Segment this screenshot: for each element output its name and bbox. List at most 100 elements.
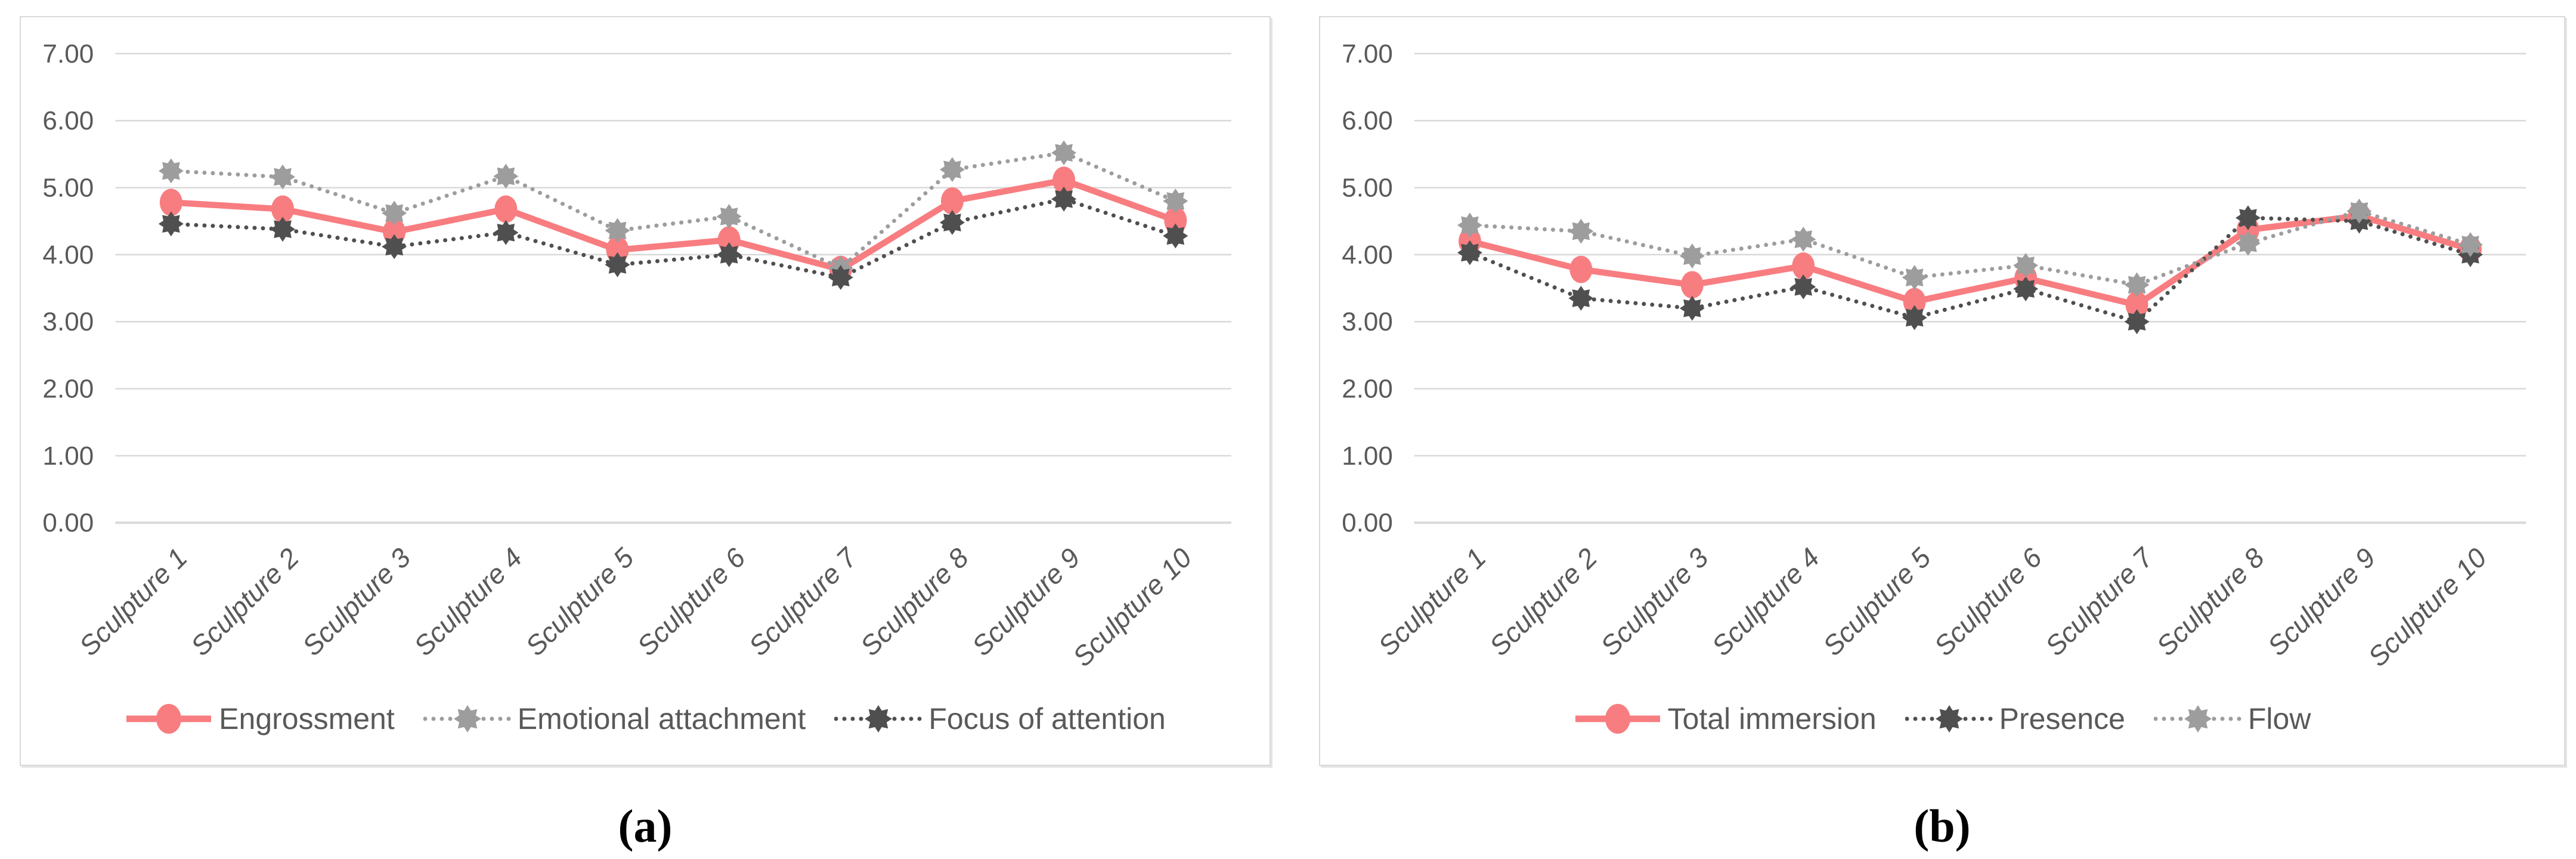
series-line-flow [1467, 209, 2473, 288]
data-point-emotional-attachment [270, 164, 296, 190]
caption-b: (b) [1914, 800, 1971, 852]
x-tick-label: Sculpture 5 [1817, 542, 1937, 662]
data-point-flow [2013, 252, 2039, 278]
data-point-flow [1679, 243, 1705, 269]
data-point-flow [2457, 232, 2483, 258]
y-tick-label: 7.00 [42, 39, 94, 69]
chart-panel-b: 7.00 6.00 5.00 4.00 3.00 2.00 1.00 0.00 Sculptur… [1319, 16, 2565, 766]
data-point-emotional-attachment [382, 200, 407, 226]
data-point-flow [2236, 230, 2261, 256]
chart-panel-a: 7.00 6.00 5.00 4.00 3.00 2.00 1.00 0.00 Sculptur… [20, 16, 1271, 766]
data-point-flow [2124, 272, 2150, 298]
legend-item-engrossment: Engrossment [125, 700, 395, 737]
data-point-focus-of-attention [158, 211, 184, 237]
data-point-emotional-attachment [158, 158, 184, 184]
y-tick-label: 4.00 [42, 240, 94, 270]
legend-item-flow: Flow [2153, 700, 2311, 737]
x-tick-label: Sculpture 1 [1372, 542, 1492, 662]
x-tick-label: Sculpture 1 [73, 542, 193, 662]
x-tick-label: Sculpture 9 [966, 542, 1086, 662]
series-line-emotional-attachment [169, 150, 1178, 271]
data-point-total-immersion [1903, 288, 1926, 316]
y-tick-label: 6.00 [1342, 106, 1392, 135]
legend-label-presence: Presence [1999, 702, 2125, 736]
x-tick-label: Sculpture 2 [184, 542, 305, 662]
line-chart-a: 7.00 6.00 5.00 4.00 3.00 2.00 1.00 0.00 Sculptur… [42, 39, 1231, 672]
x-tick-label: Sculpture 6 [1928, 542, 2048, 662]
data-point-emotional-attachment [493, 163, 519, 189]
data-point-presence [2236, 205, 2261, 231]
x-tick-label: Sculpture 7 [742, 541, 863, 662]
y-tick-label: 3.00 [42, 307, 94, 336]
data-point-flow [1791, 227, 1816, 252]
y-tick-label: 6.00 [42, 106, 94, 135]
data-point-total-immersion [2125, 291, 2148, 319]
data-point-flow [1568, 218, 1594, 244]
series-line-presence [1467, 215, 2473, 325]
data-point-total-immersion [1792, 252, 1815, 280]
data-point-emotional-attachment [716, 204, 742, 229]
legend-item-total-immersion: Total immersion [1574, 700, 1877, 737]
data-point-flow [1457, 212, 1482, 238]
x-tick-label: Sculpture 8 [854, 542, 974, 662]
y-tick-label: 0.00 [42, 508, 94, 537]
y-tick-label: 1.00 [42, 441, 94, 471]
data-point-focus-of-attention [605, 252, 630, 277]
data-point-emotional-attachment [939, 157, 965, 183]
data-point-emotional-attachment [1051, 140, 1077, 166]
data-point-focus-of-attention [493, 220, 519, 245]
x-tick-label: Sculpture 4 [408, 542, 528, 662]
y-tick-label: 0.00 [1342, 508, 1392, 537]
x-tick-label: Sculpture 9 [2261, 542, 2381, 662]
data-point-presence [1568, 286, 1594, 311]
data-point-engrossment [159, 189, 182, 217]
x-tick-label: Sculpture 5 [519, 542, 640, 662]
caption-a: (a) [618, 800, 673, 852]
y-tick-label: 2.00 [42, 375, 94, 404]
y-tick-label: 3.00 [1342, 307, 1392, 336]
data-point-flow [2346, 198, 2372, 224]
legend-item-emotional-attachment: Emotional attachment [423, 700, 806, 737]
y-tick-label: 5.00 [1342, 174, 1392, 203]
data-point-presence [2013, 276, 2039, 302]
data-point-emotional-attachment [1163, 189, 1188, 214]
legend-item-presence: Presence [1905, 700, 2125, 737]
series-line-total-immersion [1469, 212, 2472, 308]
y-tick-label: 1.00 [1342, 441, 1392, 471]
legend-label-total-immersion: Total immersion [1667, 702, 1877, 736]
line-chart-b: 7.00 6.00 5.00 4.00 3.00 2.00 1.00 0.00 Sculptur… [1342, 39, 2527, 672]
x-tick-label: Sculpture 8 [2150, 542, 2270, 662]
x-tick-label: Sculpture 10 [1067, 542, 1198, 672]
data-point-total-immersion [1680, 271, 1704, 299]
legend-b: Total immersion Presence Flow [1320, 700, 2564, 737]
data-point-focus-of-attention [382, 234, 407, 259]
data-point-focus-of-attention [1051, 186, 1077, 212]
data-point-engrossment [494, 195, 518, 223]
data-point-emotional-attachment [605, 218, 630, 243]
data-point-focus-of-attention [270, 217, 296, 242]
data-point-flow [1902, 265, 1927, 291]
legend-a: Engrossment Emotional attachment Focus of … [21, 700, 1270, 737]
x-tick-label: Sculpture 2 [1483, 542, 1603, 662]
legend-marker-flow [2153, 705, 2242, 733]
data-point-presence [1791, 274, 1816, 299]
legend-marker-focus-of-attention [834, 705, 923, 733]
data-point-focus-of-attention [828, 265, 853, 291]
x-tick-label: Sculpture 4 [1705, 542, 1825, 662]
data-point-engrossment [271, 195, 295, 223]
data-point-engrossment [1164, 206, 1187, 234]
data-point-presence [2124, 309, 2150, 335]
data-point-focus-of-attention [939, 210, 965, 235]
y-tick-label: 7.00 [1342, 39, 1392, 69]
y-tick-label: 2.00 [1342, 375, 1392, 404]
y-tick-label: 4.00 [1342, 240, 1392, 270]
legend-label-emotional-attachment: Emotional attachment [517, 702, 806, 736]
x-tick-label: Sculpture 7 [2039, 541, 2160, 662]
data-point-presence [1902, 305, 1927, 330]
legend-label-engrossment: Engrossment [219, 702, 395, 736]
data-point-total-immersion [1569, 255, 1593, 283]
x-tick-label: Sculpture 3 [1594, 542, 1714, 662]
legend-item-focus-of-attention: Focus of attention [834, 700, 1166, 737]
series-line-focus-of-attention [169, 197, 1178, 280]
legend-label-focus-of-attention: Focus of attention [928, 702, 1166, 736]
